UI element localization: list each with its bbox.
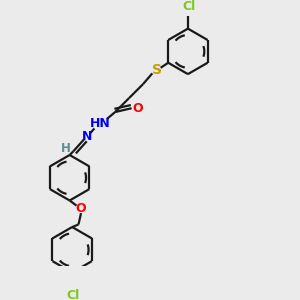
Text: H: H xyxy=(61,142,71,155)
Text: HN: HN xyxy=(90,117,110,130)
Text: O: O xyxy=(133,102,143,115)
Text: N: N xyxy=(82,130,92,142)
Text: S: S xyxy=(152,63,162,77)
Text: Cl: Cl xyxy=(67,289,80,300)
Text: O: O xyxy=(76,202,86,214)
Text: Cl: Cl xyxy=(183,0,196,13)
